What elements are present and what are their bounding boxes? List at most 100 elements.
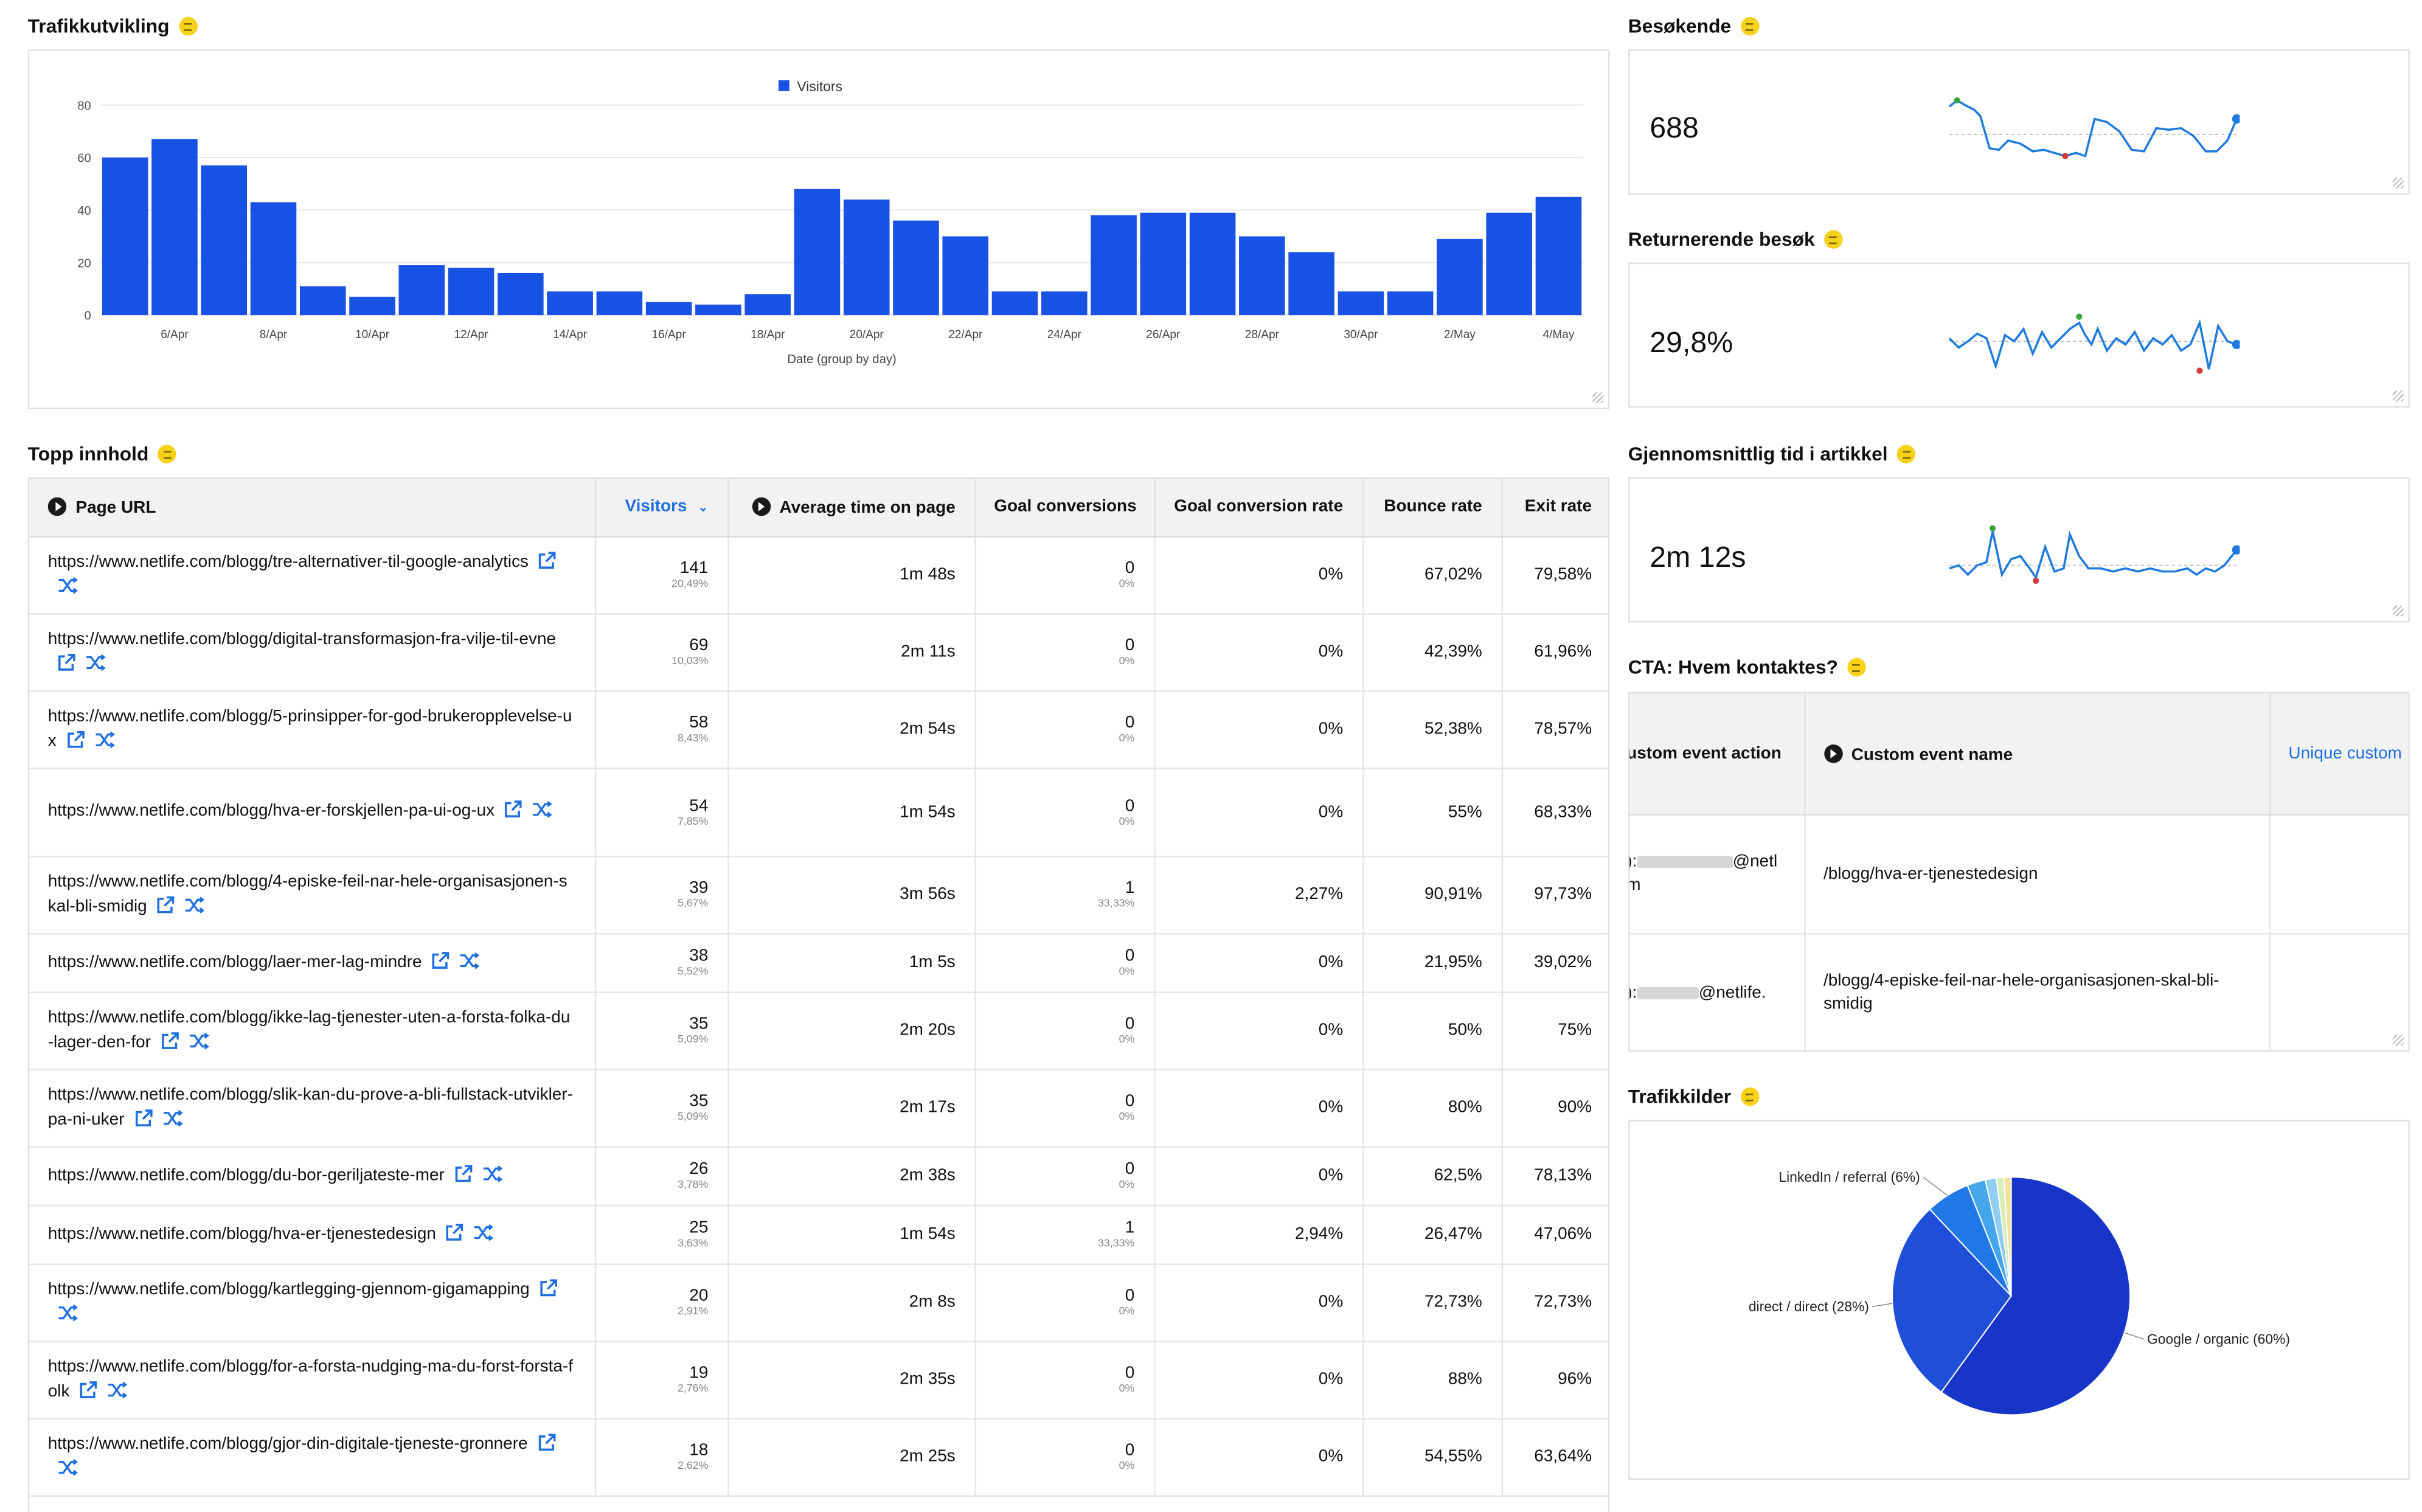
page-url-cell[interactable]: https://www.netlife.com/blogg/laer-mer-l… [29, 932, 596, 993]
page-url-cell[interactable]: https://www.netlife.com/blogg/hva-er-for… [29, 768, 596, 857]
bar[interactable] [102, 158, 148, 316]
info-icon[interactable] [178, 16, 198, 36]
page-url-cell[interactable]: https://www.netlife.com/blogg/hva-er-tje… [29, 1204, 596, 1264]
col-avg-time[interactable]: Average time on page [727, 479, 976, 537]
bar[interactable] [991, 291, 1038, 316]
resize-handle[interactable] [2392, 605, 2404, 617]
external-link-icon[interactable] [538, 550, 557, 569]
segment-transition-icon[interactable] [184, 896, 206, 914]
segment-transition-icon[interactable] [473, 1223, 495, 1241]
info-icon[interactable] [158, 445, 177, 463]
resize-handle[interactable] [2392, 1035, 2404, 1046]
info-icon[interactable] [1740, 1087, 1759, 1106]
col-unique-custom[interactable]: Unique custom [2269, 693, 2409, 816]
bar[interactable] [250, 202, 297, 316]
col-event-name[interactable]: Custom event name [1804, 693, 2270, 816]
bar[interactable] [1535, 196, 1582, 316]
page-url-cell[interactable]: https://www.netlife.com/blogg/kartleggin… [29, 1263, 596, 1342]
external-link-icon[interactable] [454, 1164, 472, 1182]
page-url-cell[interactable]: https://www.netlife.com/blogg/digital-tr… [29, 613, 596, 692]
table-row[interactable]: https://www.netlife.com/blogg/laer-mer-l… [29, 932, 1608, 993]
table-row[interactable]: https://www.netlife.com/blogg/hva-er-tje… [29, 1204, 1608, 1264]
col-goal-rate[interactable]: Goal conversion rate [1154, 479, 1364, 537]
external-link-icon[interactable] [431, 951, 449, 969]
segment-transition-icon[interactable] [482, 1164, 504, 1182]
bar[interactable] [596, 291, 643, 316]
table-row[interactable]: https://www.netlife.com/blogg/du-bor-ger… [29, 1146, 1608, 1206]
bar[interactable] [498, 273, 544, 316]
bar[interactable] [1140, 212, 1187, 316]
segment-transition-icon[interactable] [85, 653, 107, 671]
table-row[interactable]: https://www.netlife.com/blogg/slik-kan-d… [29, 1069, 1608, 1147]
info-icon[interactable] [1847, 657, 1866, 677]
bar[interactable] [1437, 238, 1483, 316]
bar[interactable] [299, 286, 346, 316]
bar[interactable] [893, 220, 939, 316]
page-url-cell[interactable]: https://www.netlife.com/blogg/slik-kan-d… [29, 1069, 596, 1147]
bar[interactable] [1288, 252, 1334, 316]
bar[interactable] [843, 199, 890, 316]
info-icon[interactable] [1823, 230, 1843, 249]
external-link-icon[interactable] [539, 1278, 557, 1297]
bar[interactable] [1338, 291, 1384, 316]
bar[interactable] [1239, 236, 1285, 316]
bar[interactable] [1387, 291, 1434, 316]
resize-handle[interactable] [2392, 390, 2404, 402]
col-page-url[interactable]: Page URL [29, 479, 596, 537]
bar[interactable] [1189, 212, 1236, 316]
page-url-cell[interactable]: https://www.netlife.com/blogg/du-bor-ger… [29, 1146, 596, 1206]
resize-handle[interactable] [2392, 178, 2404, 189]
external-link-icon[interactable] [160, 1032, 178, 1050]
pie-slice[interactable] [2003, 1176, 2012, 1296]
bar[interactable] [201, 165, 248, 316]
pie-slice[interactable] [1891, 1208, 2012, 1393]
external-link-icon[interactable] [66, 730, 84, 749]
segment-transition-icon[interactable] [188, 1032, 210, 1050]
segment-transition-icon[interactable] [161, 1109, 183, 1127]
page-url-cell[interactable]: https://www.netlife.com/blogg/4-episke-f… [29, 855, 596, 934]
col-visitors[interactable]: Visitors ⌄ [594, 479, 729, 537]
page-url-cell[interactable]: https://www.netlife.com/blogg/tre-altern… [29, 536, 596, 614]
info-icon[interactable] [1896, 445, 1916, 463]
col-goal-conversions[interactable]: Goal conversions [974, 479, 1155, 537]
page-url-cell[interactable]: https://www.netlife.com/blogg/5-prinsipp… [29, 690, 596, 769]
bar[interactable] [151, 139, 198, 316]
table-row[interactable]: https://www.netlife.com/blogg/4-episke-f… [29, 855, 1608, 934]
table-row[interactable]: https://www.netlife.com/blogg/digital-tr… [29, 613, 1608, 692]
external-link-icon[interactable] [445, 1223, 463, 1241]
bar[interactable] [349, 296, 395, 316]
segment-transition-icon[interactable] [532, 800, 553, 819]
segment-transition-icon[interactable] [459, 951, 481, 969]
table-row[interactable]: https://www.netlife.com/blogg/hva-er-for… [29, 768, 1608, 857]
segment-transition-icon[interactable] [57, 576, 79, 594]
segment-transition-icon[interactable] [106, 1381, 128, 1399]
bar[interactable] [448, 268, 494, 316]
col-exit[interactable]: Exit rate [1501, 479, 1608, 537]
bar[interactable] [1091, 215, 1137, 316]
external-link-icon[interactable] [156, 896, 175, 914]
table-row[interactable]: https://www.netlife.com/blogg/tre-altern… [29, 536, 1608, 614]
col-bounce[interactable]: Bounce rate [1362, 479, 1502, 537]
external-link-icon[interactable] [134, 1109, 152, 1127]
table-row[interactable]: https://www.netlife.com/blogg/5-prinsipp… [29, 690, 1608, 769]
page-url-cell[interactable]: https://www.netlife.com/blogg/gjor-din-d… [29, 1418, 596, 1496]
bar[interactable] [1486, 212, 1532, 316]
external-link-icon[interactable] [79, 1381, 97, 1399]
col-event-action[interactable]: ustom event action [1629, 693, 1805, 816]
bar[interactable] [794, 189, 841, 316]
bar[interactable] [942, 236, 989, 316]
bar[interactable] [695, 304, 741, 316]
bar[interactable] [398, 265, 445, 316]
external-link-icon[interactable] [537, 1432, 555, 1451]
table-row[interactable]: https://www.netlife.com/blogg/ikke-lag-t… [29, 991, 1608, 1070]
external-link-icon[interactable] [504, 800, 522, 819]
page-url-cell[interactable]: https://www.netlife.com/blogg/ikke-lag-t… [29, 991, 596, 1070]
bar[interactable] [1041, 291, 1088, 316]
page-url-cell[interactable]: https://www.netlife.com/blogg/for-a-fors… [29, 1340, 596, 1419]
info-icon[interactable] [1740, 16, 1759, 36]
external-link-icon[interactable] [57, 653, 75, 671]
segment-transition-icon[interactable] [57, 1458, 79, 1476]
bar[interactable] [744, 294, 791, 316]
segment-transition-icon[interactable] [94, 730, 116, 749]
table-row[interactable]: https://www.netlife.com/blogg/kartleggin… [29, 1263, 1608, 1342]
